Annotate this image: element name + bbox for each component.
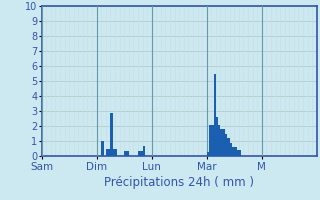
Bar <box>140 151 142 156</box>
Bar <box>214 73 216 156</box>
Bar <box>138 151 140 156</box>
Bar <box>207 152 209 156</box>
Bar <box>216 117 218 156</box>
Bar <box>106 148 108 156</box>
Bar <box>113 148 115 156</box>
Bar <box>110 112 113 156</box>
Bar <box>142 146 145 156</box>
Bar <box>124 151 126 156</box>
Bar <box>220 129 223 156</box>
Bar <box>218 124 220 156</box>
Bar <box>225 134 227 156</box>
Bar <box>108 148 110 156</box>
X-axis label: Précipitations 24h ( mm ): Précipitations 24h ( mm ) <box>104 176 254 189</box>
Bar <box>232 147 234 156</box>
Bar <box>211 124 214 156</box>
Bar <box>227 138 230 156</box>
Bar <box>115 148 117 156</box>
Bar <box>234 147 236 156</box>
Bar <box>239 150 241 156</box>
Bar <box>236 150 239 156</box>
Bar <box>223 129 225 156</box>
Bar <box>230 142 232 156</box>
Bar <box>126 151 129 156</box>
Bar <box>209 124 211 156</box>
Bar <box>101 141 104 156</box>
